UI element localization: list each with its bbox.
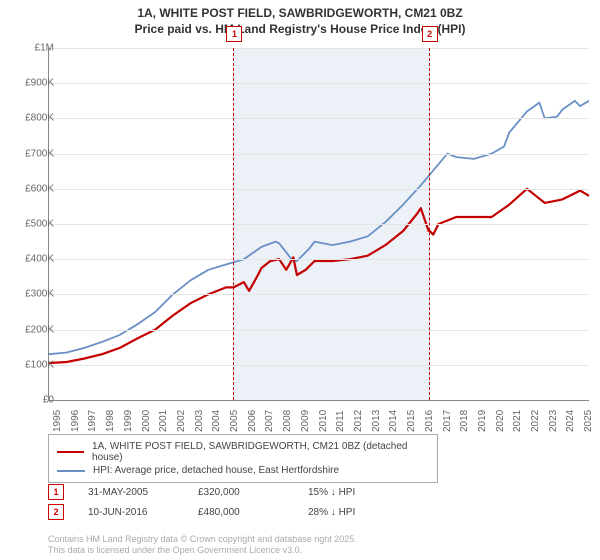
gridline xyxy=(49,224,589,225)
legend-label-2: HPI: Average price, detached house, East… xyxy=(93,465,339,476)
gridline xyxy=(49,48,589,49)
x-tick-label: 2000 xyxy=(141,410,152,432)
sale-marker-badge: 2 xyxy=(422,26,438,42)
x-tick-label: 2013 xyxy=(371,410,382,432)
y-tick-label: £600K xyxy=(25,183,54,194)
x-tick-label: 2006 xyxy=(247,410,258,432)
x-tick-label: 2016 xyxy=(424,410,435,432)
sale-row: 2 10-JUN-2016£480,00028% ↓ HPI xyxy=(48,504,418,520)
x-tick-label: 2020 xyxy=(495,410,506,432)
x-tick-label: 1995 xyxy=(52,410,63,432)
legend-row-2: HPI: Average price, detached house, East… xyxy=(57,465,429,476)
title-line-1: 1A, WHITE POST FIELD, SAWBRIDGEWORTH, CM… xyxy=(137,6,462,20)
gridline xyxy=(49,83,589,84)
y-tick-label: £800K xyxy=(25,113,54,124)
x-tick-label: 2001 xyxy=(158,410,169,432)
sale-date: 31-MAY-2005 xyxy=(88,487,198,498)
y-tick-label: £0 xyxy=(43,395,54,406)
attribution-line-2: This data is licensed under the Open Gov… xyxy=(48,545,302,555)
series-price_paid xyxy=(49,189,589,363)
series-hpi xyxy=(49,101,589,354)
sale-delta: 28% ↓ HPI xyxy=(308,507,418,518)
gridline xyxy=(49,294,589,295)
x-tick-label: 2017 xyxy=(442,410,453,432)
y-tick-label: £300K xyxy=(25,289,54,300)
y-tick-label: £900K xyxy=(25,78,54,89)
title-line-2: Price paid vs. HM Land Registry's House … xyxy=(135,22,466,36)
x-tick-label: 2007 xyxy=(264,410,275,432)
x-tick-label: 2019 xyxy=(477,410,488,432)
y-tick-label: £400K xyxy=(25,254,54,265)
x-tick-label: 2015 xyxy=(406,410,417,432)
plot-area: 1995199619971998199920002001200220032004… xyxy=(48,48,589,401)
x-tick-label: 2022 xyxy=(530,410,541,432)
x-tick-label: 2023 xyxy=(548,410,559,432)
sale-marker-badge: 1 xyxy=(226,26,242,42)
attribution: Contains HM Land Registry data © Crown c… xyxy=(48,534,357,556)
x-tick-label: 1998 xyxy=(105,410,116,432)
attribution-line-1: Contains HM Land Registry data © Crown c… xyxy=(48,534,357,544)
legend-row-1: 1A, WHITE POST FIELD, SAWBRIDGEWORTH, CM… xyxy=(57,441,429,463)
legend: 1A, WHITE POST FIELD, SAWBRIDGEWORTH, CM… xyxy=(48,434,438,483)
y-tick-label: £700K xyxy=(25,148,54,159)
x-tick-label: 2012 xyxy=(353,410,364,432)
x-tick-label: 2011 xyxy=(335,410,346,432)
x-tick-label: 1997 xyxy=(87,410,98,432)
y-tick-label: £1M xyxy=(35,43,54,54)
legend-label-1: 1A, WHITE POST FIELD, SAWBRIDGEWORTH, CM… xyxy=(92,441,429,463)
x-tick-label: 2003 xyxy=(194,410,205,432)
legend-swatch-1 xyxy=(57,451,84,453)
gridline xyxy=(49,154,589,155)
x-tick-label: 2018 xyxy=(459,410,470,432)
gridline xyxy=(49,189,589,190)
x-tick-label: 2004 xyxy=(211,410,222,432)
x-tick-label: 2009 xyxy=(300,410,311,432)
x-tick-label: 1999 xyxy=(123,410,134,432)
y-tick-label: £100K xyxy=(25,359,54,370)
y-tick-label: £200K xyxy=(25,324,54,335)
legend-swatch-2 xyxy=(57,470,85,472)
sale-row: 1 31-MAY-2005£320,00015% ↓ HPI xyxy=(48,484,418,500)
sale-price: £480,000 xyxy=(198,507,308,518)
sales-table: 1 31-MAY-2005£320,00015% ↓ HPI 2 10-JUN-201… xyxy=(48,480,418,524)
gridline xyxy=(49,365,589,366)
x-tick-label: 2014 xyxy=(388,410,399,432)
x-tick-label: 2010 xyxy=(318,410,329,432)
chart-container: 1A, WHITE POST FIELD, SAWBRIDGEWORTH, CM… xyxy=(0,0,600,560)
sale-price: £320,000 xyxy=(198,487,308,498)
sale-row-badge: 1 xyxy=(48,484,64,500)
x-tick-label: 2025 xyxy=(583,410,594,432)
x-tick-label: 2008 xyxy=(282,410,293,432)
sale-date: 10-JUN-2016 xyxy=(88,507,198,518)
chart-title: 1A, WHITE POST FIELD, SAWBRIDGEWORTH, CM… xyxy=(0,0,600,37)
x-tick-label: 2021 xyxy=(512,410,523,432)
gridline xyxy=(49,330,589,331)
gridline xyxy=(49,259,589,260)
sale-marker-line xyxy=(429,48,430,400)
sale-delta: 15% ↓ HPI xyxy=(308,487,418,498)
sale-row-badge: 2 xyxy=(48,504,64,520)
x-tick-label: 1996 xyxy=(70,410,81,432)
gridline xyxy=(49,118,589,119)
x-tick-label: 2002 xyxy=(176,410,187,432)
y-tick-label: £500K xyxy=(25,219,54,230)
x-tick-label: 2005 xyxy=(229,410,240,432)
sale-marker-line xyxy=(233,48,234,400)
x-tick-label: 2024 xyxy=(565,410,576,432)
